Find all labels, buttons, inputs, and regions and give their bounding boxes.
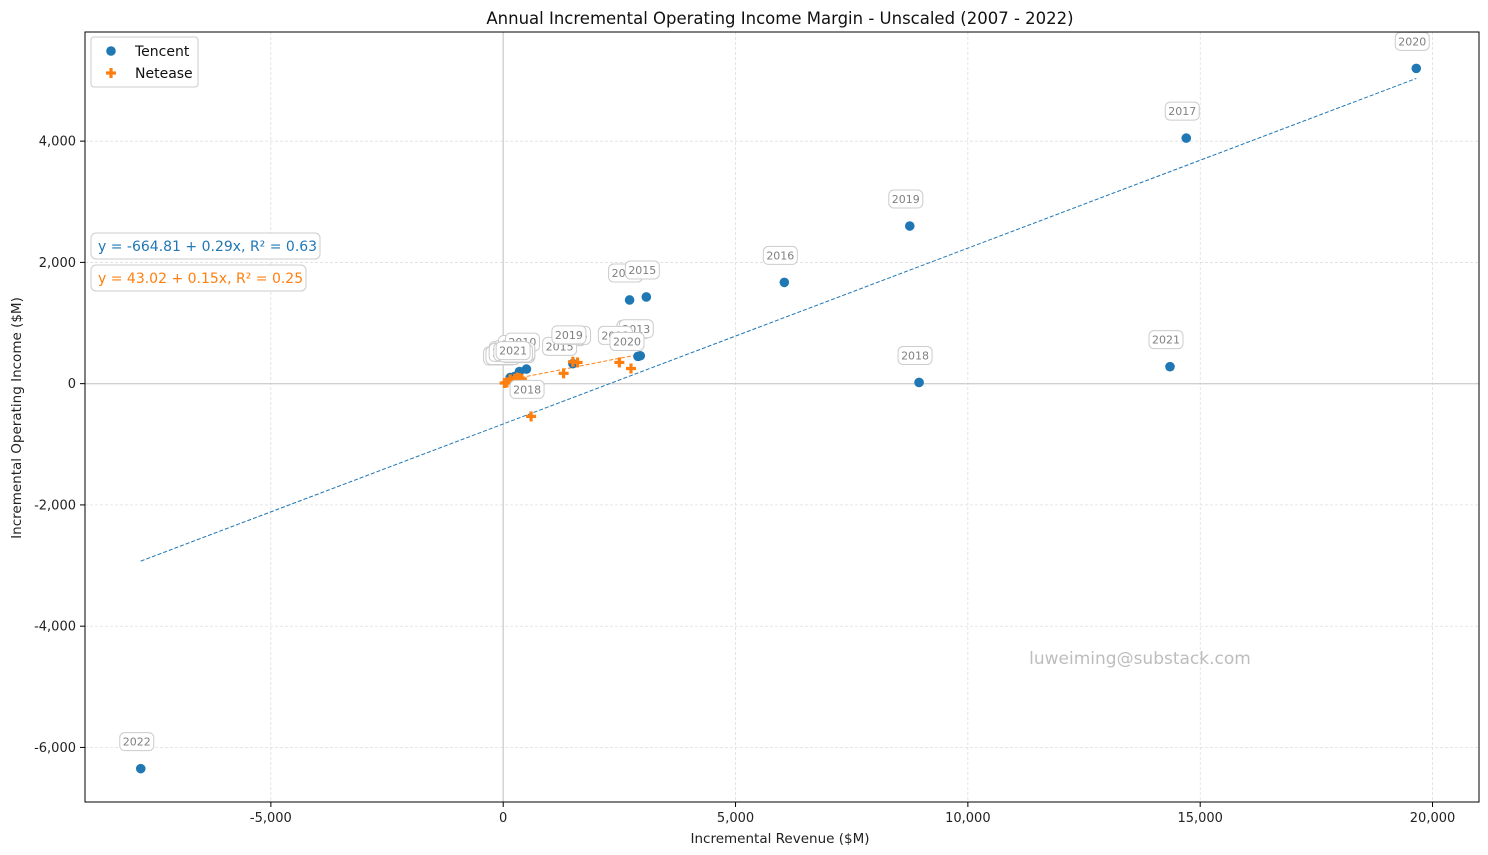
x-tick-label: 5,000 [717, 811, 754, 826]
point-label-text: 2019 [892, 193, 920, 206]
watermark: luweiming@substack.com [1029, 649, 1251, 669]
point-label-text: 2017 [1168, 105, 1196, 118]
equation-text-netease: y = 43.02 + 0.15x, R² = 0.25 [98, 271, 303, 287]
point-label: 2021 [495, 341, 531, 361]
point-label-text: 2016 [766, 249, 794, 262]
point-label: 2017 [1164, 101, 1200, 121]
point-label: 2020 [1394, 31, 1430, 51]
x-tick-label: 20,000 [1410, 811, 1456, 826]
point-label-text: 2022 [123, 736, 151, 749]
point-label-box [762, 245, 798, 265]
x-tick-label: 15,000 [1177, 811, 1223, 826]
tencent-point [1411, 63, 1422, 74]
legend-label-tencent: Tencent [134, 44, 190, 60]
point-labels: 2007200820092010201120122013201420152016… [119, 31, 1430, 752]
trend-line-tencent [140, 77, 1417, 562]
point-label-box [551, 325, 587, 345]
tencent-point [904, 221, 915, 231]
point-label-text: 2018 [901, 349, 929, 362]
point-label: 2019 [888, 189, 924, 209]
legend-marker-netease [106, 68, 116, 78]
point-label-box [509, 379, 545, 399]
tencent-point [521, 364, 532, 374]
netease-point [567, 356, 578, 367]
netease-point [501, 377, 512, 388]
plus-v [571, 356, 575, 367]
point-label-box [1148, 330, 1184, 350]
point-label-box [1164, 101, 1200, 121]
y-axis-title: Incremental Operating Income ($M) [9, 297, 25, 539]
y-tick-label: 4,000 [39, 135, 76, 150]
data-points [135, 63, 1422, 774]
point-label: 2015 [624, 260, 660, 280]
legend-label-netease: Netease [135, 66, 193, 82]
point-label: 2018 [897, 345, 933, 365]
tencent-point [641, 292, 652, 302]
point-label: 2020 [609, 331, 645, 351]
plus-v [617, 357, 621, 368]
point-label: 2018 [509, 379, 545, 399]
tencent-point [135, 763, 146, 774]
tencent-point [914, 377, 924, 388]
x-tick-label: 10,000 [945, 811, 991, 826]
point-label: 2016 [762, 245, 798, 265]
trend-lines [140, 77, 1417, 562]
legend: Tencent Netease [90, 36, 199, 88]
point-label: 2019 [551, 325, 587, 345]
point-label-text: 2020 [613, 335, 641, 348]
point-label-text: 2021 [499, 345, 527, 358]
tencent-point [635, 350, 646, 361]
x-axis-title: Incremental Revenue ($M) [691, 831, 870, 847]
tencent-point [1165, 361, 1175, 372]
point-label-box [609, 331, 645, 351]
equation-text-tencent: y = -664.81 + 0.29x, R² = 0.63 [98, 239, 317, 255]
point-label-text: 2020 [1398, 35, 1426, 48]
y-tick-label: -6,000 [34, 741, 76, 756]
point-label: 2021 [1148, 330, 1184, 350]
point-label-box [897, 345, 933, 365]
tencent-point [1181, 133, 1192, 143]
tencent-point [624, 295, 635, 305]
y-tick-label: 2,000 [39, 256, 76, 271]
netease-point [614, 357, 625, 368]
x-tick-label: 0 [499, 811, 507, 826]
plus-v [529, 411, 533, 422]
chart-title: Annual Incremental Operating Income Marg… [486, 9, 1073, 28]
trend-line-netease [503, 355, 634, 382]
plot-frame [84, 31, 1480, 803]
equation-box-netease [90, 264, 307, 292]
plus-v [109, 68, 113, 78]
point-label-box [624, 260, 660, 280]
y-tick-label: -4,000 [34, 620, 76, 635]
point-label-box [495, 341, 531, 361]
point-label-box [888, 189, 924, 209]
legend-marker-tencent [106, 46, 116, 56]
x-tick-label: -5,000 [250, 811, 292, 826]
equation-box-tencent [90, 232, 321, 260]
plus-v [629, 363, 633, 374]
point-label-text: 2018 [513, 383, 541, 396]
plus-v [515, 372, 519, 383]
netease-point [625, 363, 636, 374]
grid-lines [85, 32, 1479, 802]
axis-ticks: -5,000 0 5,000 10,000 15,000 20,000 -6,000 -4,0… [34, 135, 1455, 826]
netease-point [558, 368, 569, 379]
point-label-text: 2019 [555, 329, 583, 342]
netease-point [526, 411, 537, 422]
plus-v [562, 368, 566, 379]
tencent-point [779, 277, 790, 288]
plus-v [505, 377, 509, 388]
point-label-box [119, 732, 155, 752]
point-label-text: 2021 [1152, 334, 1180, 347]
regression-equations: y = -664.81 + 0.29x, R² = 0.63 y = 43.02 … [90, 232, 321, 292]
netease-point [512, 372, 523, 383]
y-tick-label: 0 [68, 377, 76, 392]
legend-box [90, 36, 199, 88]
y-tick-label: -2,000 [34, 498, 76, 513]
point-label-text: 2015 [628, 264, 656, 277]
point-label: 2022 [119, 732, 155, 752]
